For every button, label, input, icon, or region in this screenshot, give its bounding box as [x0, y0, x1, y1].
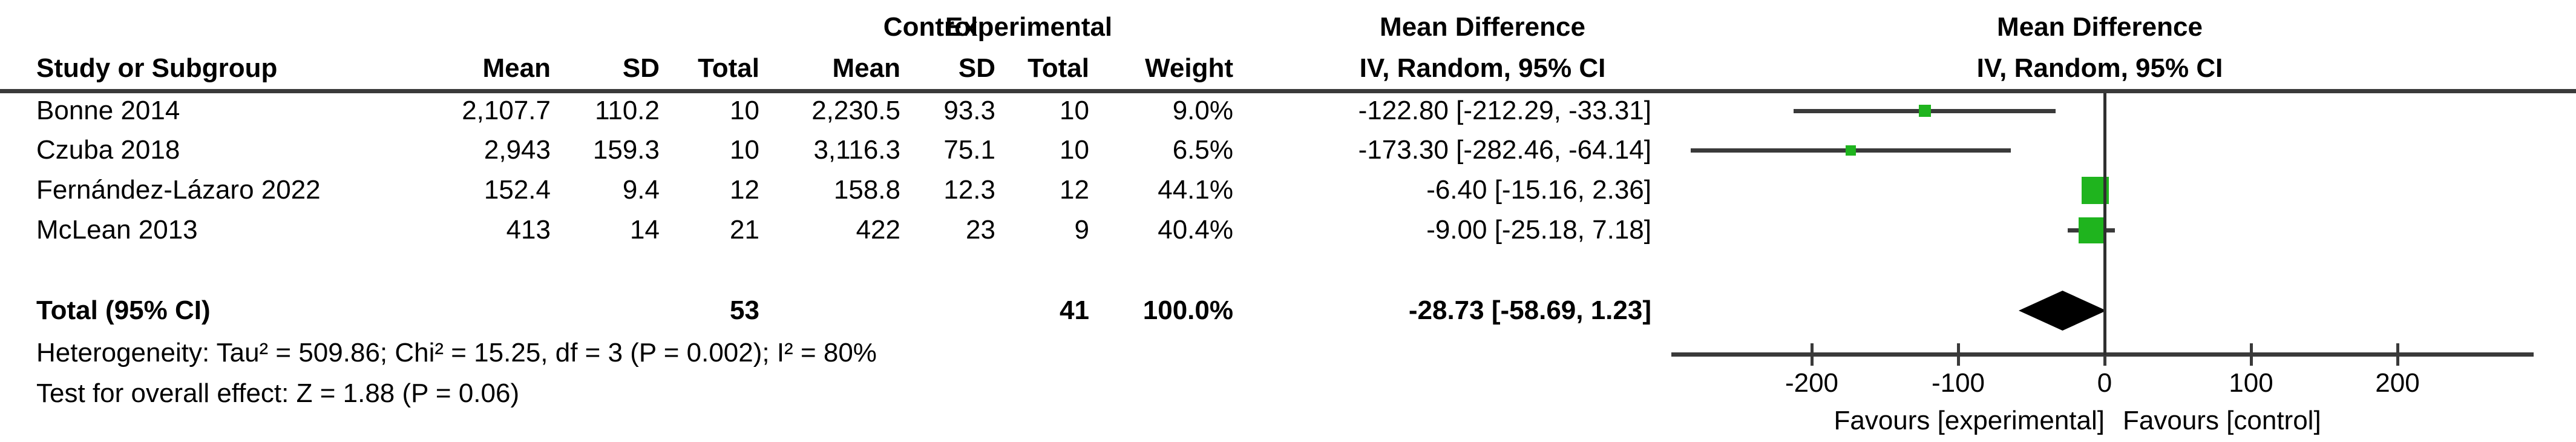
exp-sd-value: 14 [630, 215, 660, 245]
effect-estimate-square [2078, 217, 2105, 243]
weight-value: 40.4% [1158, 215, 1233, 245]
column-header-exp-mean: Mean [482, 53, 551, 83]
ctrl-total-value: 12 [1060, 175, 1089, 205]
exp-mean-value: 2,107.7 [462, 96, 551, 125]
ctrl-sd-value: 75.1 [943, 135, 995, 165]
exp-total-value: 21 [730, 215, 759, 245]
ctrl-total-value: 9 [1074, 215, 1089, 245]
exp-total-value: 12 [730, 175, 759, 205]
weight-value: 9.0% [1172, 96, 1233, 125]
ctrl-mean-value: 158.8 [833, 175, 900, 205]
total-exp-total: 53 [730, 295, 759, 325]
group-header-control: Control [883, 12, 978, 42]
ctrl-sd-value: 12.3 [943, 175, 995, 205]
total-ctrl-total: 41 [1060, 295, 1089, 325]
group-header-experimental-label: Experimental [945, 12, 1113, 42]
study-name: McLean 2013 [36, 215, 198, 245]
axis-tick-label: -100 [1931, 368, 1985, 398]
ctrl-sd-value: 23 [966, 215, 995, 245]
column-header-study: Study or Subgroup [36, 53, 278, 83]
effect-estimate-square [1846, 145, 1857, 156]
zero-effect-line [2103, 93, 2106, 355]
column-header-ctrl-mean: Mean [832, 53, 900, 83]
column-header-exp-total: Total [698, 53, 759, 83]
axis-tick-label: 0 [2097, 368, 2112, 398]
exp-total-value: 10 [730, 135, 759, 165]
plot-header-title: Mean Difference [1997, 12, 2203, 42]
axis-label-favours-experimental: Favours [experimental] [1834, 406, 2105, 435]
column-header-exp-sd: SD [622, 53, 660, 83]
ci-text: -9.00 [-25.18, 7.18] [1426, 215, 1651, 245]
exp-sd-value: 110.2 [595, 96, 660, 125]
weight-value: 44.1% [1158, 175, 1233, 205]
axis-tick [2250, 343, 2253, 366]
axis-tick [1811, 343, 1814, 366]
ctrl-sd-value: 93.3 [943, 96, 995, 125]
column-header-ctrl-total: Total [1027, 53, 1089, 83]
exp-mean-value: 152.4 [483, 175, 551, 205]
ci-text: -122.80 [-212.29, -33.31] [1358, 96, 1651, 125]
column-header-weight: Weight [1145, 53, 1233, 83]
weight-value: 6.5% [1172, 135, 1233, 165]
overall-effect-text: Test for overall effect: Z = 1.88 (P = 0… [36, 378, 520, 408]
total-effect-diamond [2018, 291, 2106, 331]
stat-header-subtitle: IV, Random, 95% CI [1359, 53, 1606, 83]
ci-text: -6.40 [-15.16, 2.36] [1426, 175, 1651, 205]
plot-header-subtitle: IV, Random, 95% CI [1976, 53, 2223, 83]
ctrl-total-value: 10 [1060, 135, 1089, 165]
ci-text: -173.30 [-282.46, -64.14] [1358, 135, 1651, 165]
axis-tick [2396, 343, 2399, 366]
ctrl-mean-value: 3,116.3 [813, 135, 900, 165]
total-ci-text: -28.73 [-58.69, 1.23] [1408, 295, 1651, 325]
axis-tick-label: 200 [2375, 368, 2420, 398]
exp-mean-value: 2,943 [483, 135, 551, 165]
exp-mean-value: 413 [506, 215, 551, 245]
heterogeneity-text: Heterogeneity: Tau² = 509.86; Chi² = 15.… [36, 338, 877, 368]
exp-total-value: 10 [730, 96, 759, 125]
axis-label-favours-control: Favours [control] [2123, 406, 2321, 435]
ctrl-total-value: 10 [1060, 96, 1089, 125]
column-header-ctrl-sd: SD [958, 53, 995, 83]
total-weight: 100.0% [1142, 295, 1233, 325]
total-label: Total (95% CI) [36, 295, 211, 325]
x-axis-line [1671, 352, 2534, 357]
study-name: Czuba 2018 [36, 135, 180, 165]
ctrl-mean-value: 2,230.5 [811, 96, 900, 125]
axis-tick [1957, 343, 1960, 366]
exp-sd-value: 159.3 [592, 135, 660, 165]
effect-estimate-square [1918, 105, 1931, 117]
study-name: Fernández-Lázaro 2022 [36, 175, 321, 205]
ctrl-mean-value: 422 [856, 215, 900, 245]
study-name: Bonne 2014 [36, 96, 180, 125]
axis-tick-label: 100 [2229, 368, 2273, 398]
header-divider-line [0, 89, 2576, 93]
exp-sd-value: 9.4 [622, 175, 660, 205]
axis-tick-label: -200 [1785, 368, 1839, 398]
stat-header-title: Mean Difference [1380, 12, 1585, 42]
